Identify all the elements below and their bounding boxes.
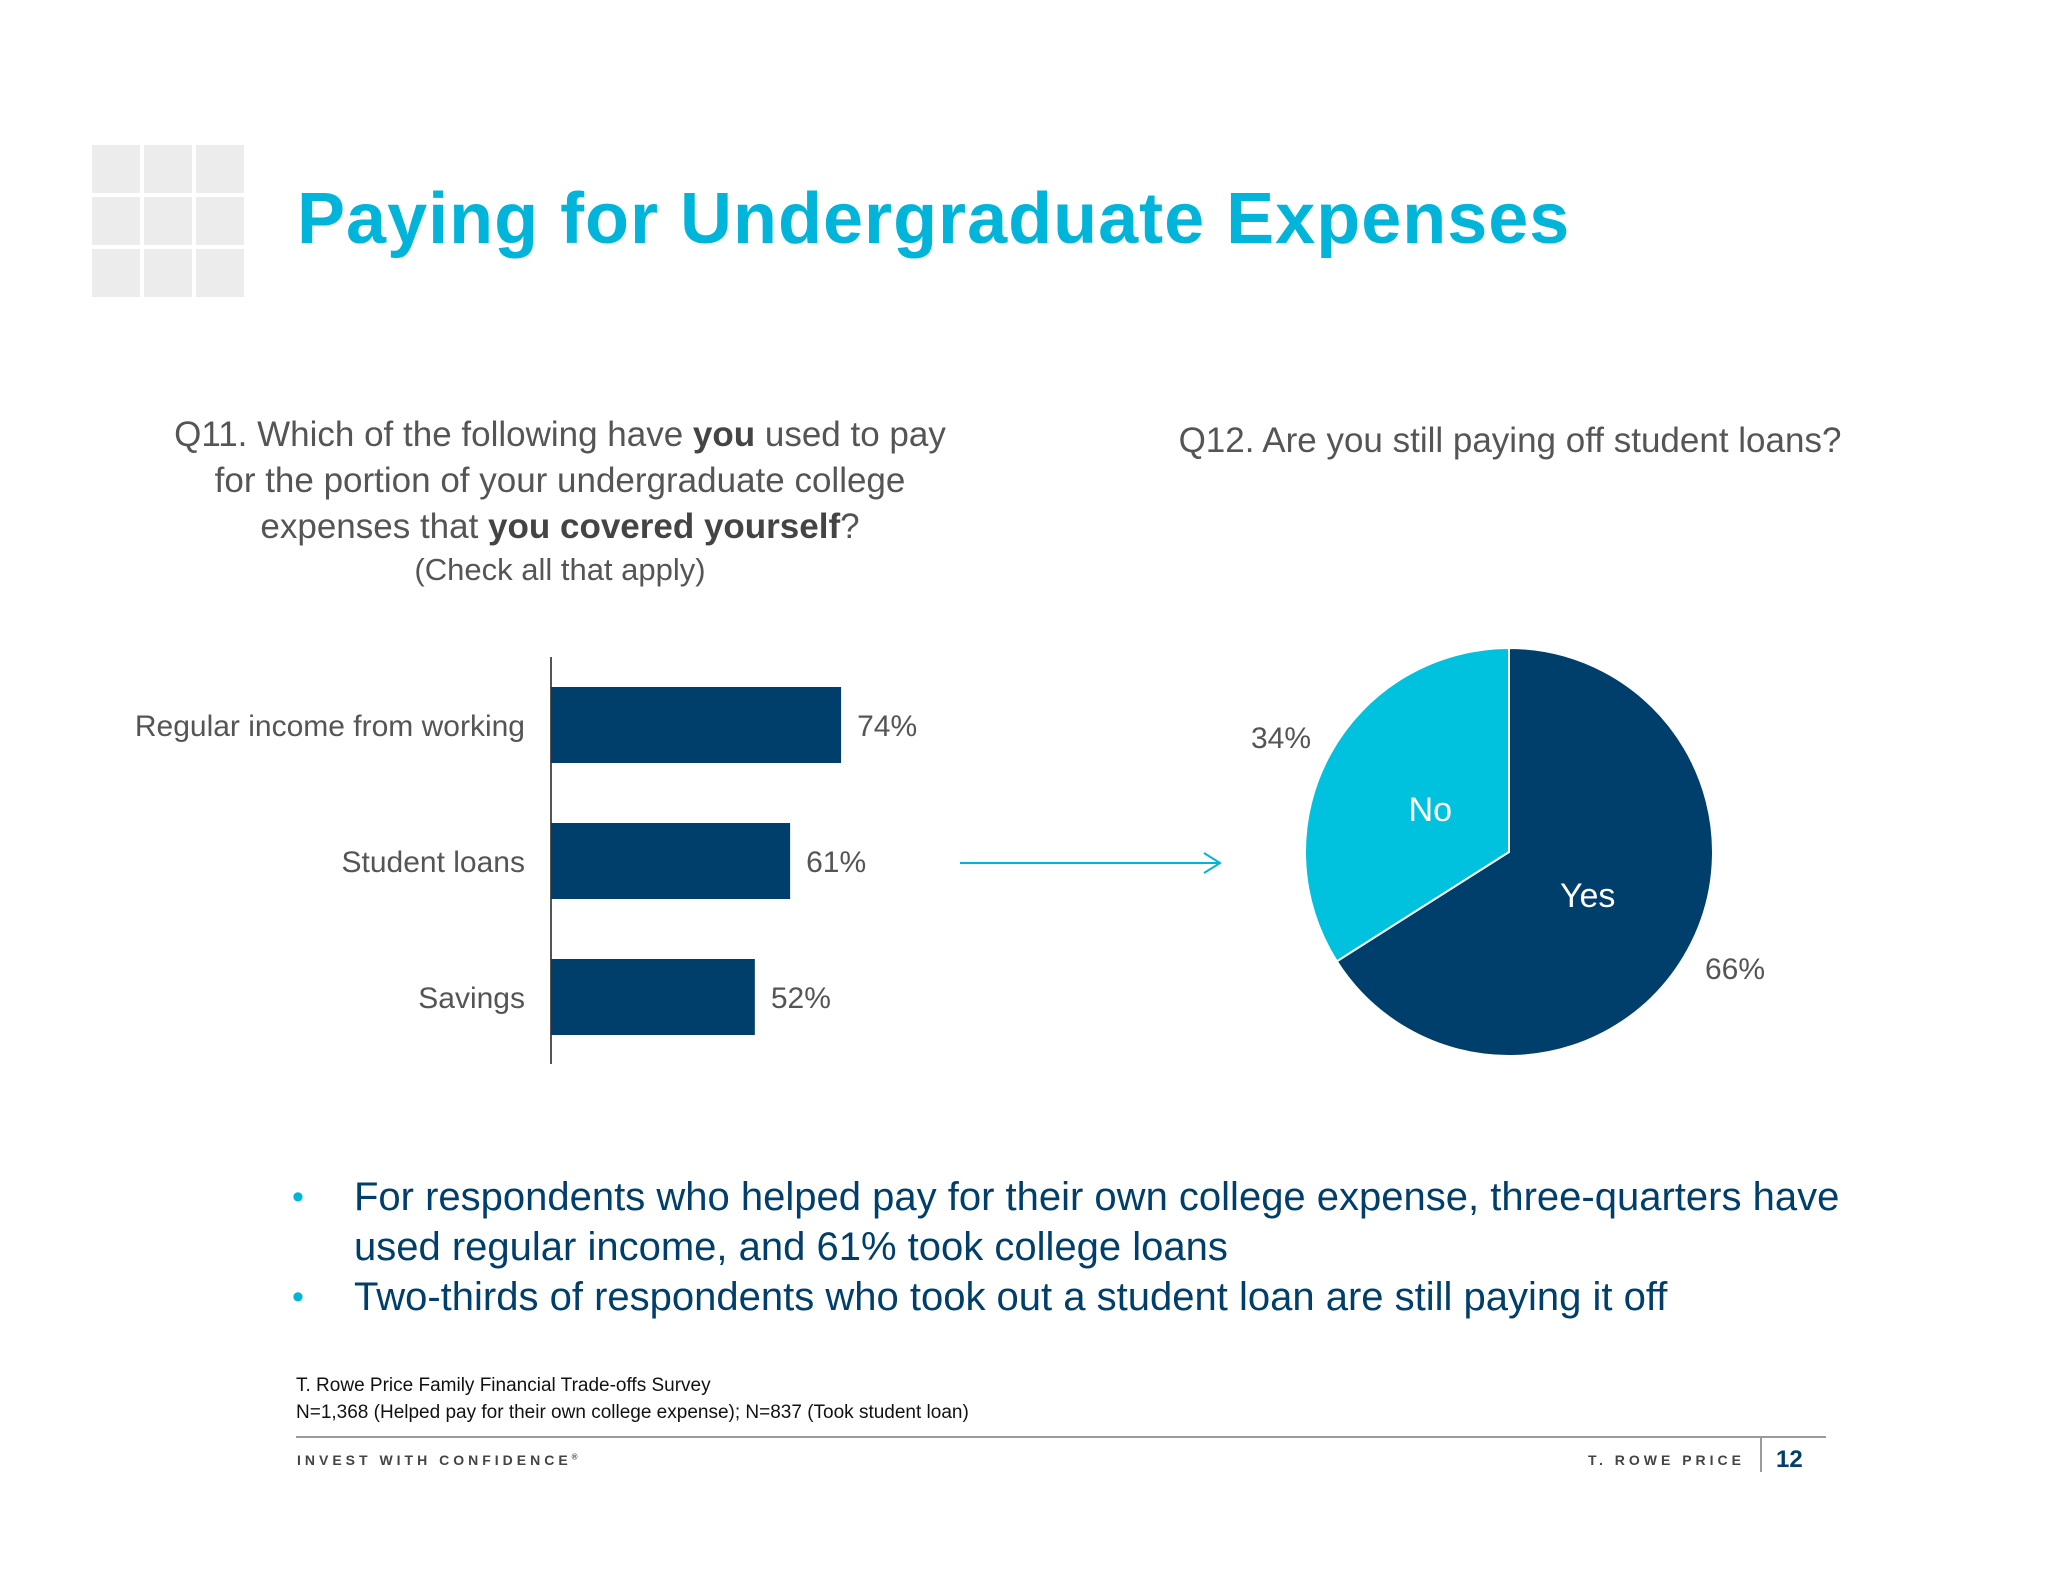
q12-question: Q12. Are you still paying off student lo…: [1178, 421, 1842, 460]
key-findings: • For respondents who helped pay for the…: [290, 1172, 1850, 1322]
connector-arrow-head-icon: [1203, 852, 1222, 874]
footer-divider: [296, 1436, 1826, 1438]
bar-value-label: 52%: [771, 982, 831, 1015]
pie-category-label: No: [1409, 791, 1452, 829]
page-title: Paying for Undergraduate Expenses: [297, 179, 1571, 259]
bullet-item: • Two-thirds of respondents who took out…: [290, 1272, 1850, 1322]
bar-value-label: 74%: [857, 710, 917, 743]
bar-3: [551, 959, 755, 1035]
bar-value-label: 61%: [806, 846, 866, 879]
bar-1: [551, 687, 842, 763]
source-note: T. Rowe Price Family Financial Trade-off…: [296, 1375, 969, 1423]
footer-tagline: INVEST WITH CONFIDENCE®: [297, 1452, 578, 1468]
pie-category-label: Yes: [1560, 877, 1615, 915]
pie-value-label: 34%: [1251, 722, 1311, 755]
bar-category-label: Savings: [418, 982, 525, 1015]
pie-slice-no: [1304, 646, 1510, 963]
page-number: 12: [1776, 1446, 1803, 1473]
bar-2: [551, 823, 791, 899]
q11-note: (Check all that apply): [414, 552, 706, 587]
bullet-dot: •: [292, 1278, 304, 1316]
bar-category-label: Regular income from working: [135, 710, 525, 743]
bullet-item: • For respondents who helped pay for the…: [290, 1172, 1850, 1272]
footer-separator: [1760, 1436, 1762, 1472]
pie-value-label: 66%: [1705, 953, 1765, 986]
pie-slice-yes: [1335, 646, 1714, 1057]
footer-brand: T. ROWE PRICE: [1588, 1452, 1746, 1468]
logo-grid-icon: [92, 145, 244, 297]
bullet-dot: •: [292, 1178, 304, 1216]
bar-category-label: Student loans: [342, 846, 525, 879]
q11-question: Q11. Which of the following have you use…: [120, 412, 1000, 590]
